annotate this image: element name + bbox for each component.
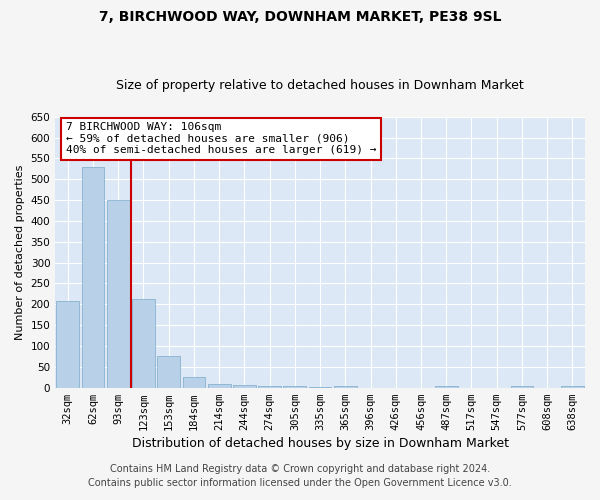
Bar — [132, 299, 155, 388]
Bar — [182, 378, 205, 388]
Bar — [561, 386, 584, 388]
Bar — [435, 386, 458, 388]
Bar — [56, 302, 79, 388]
Text: 7, BIRCHWOOD WAY, DOWNHAM MARKET, PE38 9SL: 7, BIRCHWOOD WAY, DOWNHAM MARKET, PE38 9… — [99, 10, 501, 24]
Bar — [258, 386, 281, 388]
Bar — [233, 385, 256, 388]
Bar — [82, 167, 104, 388]
X-axis label: Distribution of detached houses by size in Downham Market: Distribution of detached houses by size … — [131, 437, 509, 450]
Bar — [107, 200, 130, 388]
Bar — [157, 356, 180, 388]
Bar — [208, 384, 230, 388]
Title: Size of property relative to detached houses in Downham Market: Size of property relative to detached ho… — [116, 79, 524, 92]
Bar — [334, 386, 356, 388]
Bar — [283, 386, 306, 388]
Bar — [309, 387, 331, 388]
Text: Contains HM Land Registry data © Crown copyright and database right 2024.
Contai: Contains HM Land Registry data © Crown c… — [88, 464, 512, 487]
Text: 7 BIRCHWOOD WAY: 106sqm
← 59% of detached houses are smaller (906)
40% of semi-d: 7 BIRCHWOOD WAY: 106sqm ← 59% of detache… — [66, 122, 376, 156]
Y-axis label: Number of detached properties: Number of detached properties — [15, 164, 25, 340]
Bar — [511, 386, 533, 388]
